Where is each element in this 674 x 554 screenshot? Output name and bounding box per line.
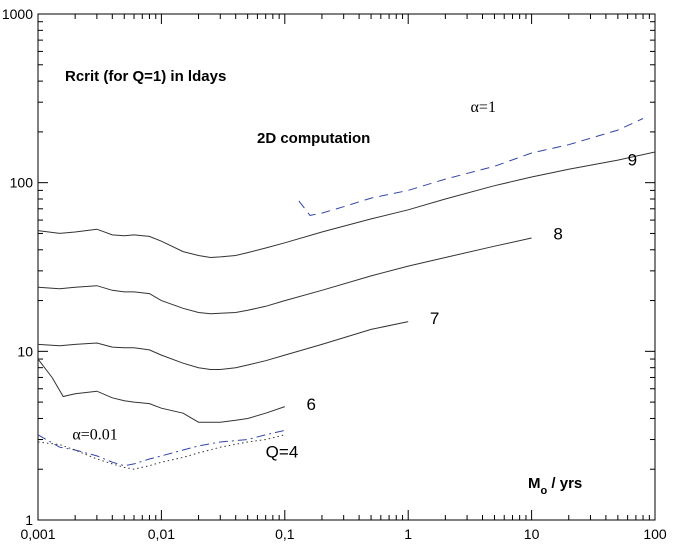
x-axis-label-subscript: o [541,485,548,497]
y-axis-label: Rcrit (for Q=1) in ldays [65,68,226,85]
y-tick-label: 1000 [2,6,33,22]
series-lines [37,118,656,470]
x-axis-label-rest: / yrs [547,475,582,492]
series-label: 8 [553,225,562,244]
y-tick-label: 10 [17,343,33,359]
x-tick-label: 10 [524,526,540,542]
series-line [37,321,409,370]
y-tick-label: 1 [25,512,33,528]
series-label: 9 [628,151,637,170]
series-line [37,429,285,467]
x-tick-label: 0,1 [275,526,295,542]
x-tick-label: 0,01 [148,526,175,542]
axis-ticks [37,13,656,521]
series-line [37,151,656,259]
series-line [37,237,532,315]
series-label: 6 [307,395,316,414]
series-line [298,118,644,216]
axis-tick-labels: 0,001 0,01 0,1 1 10 100 1 10 100 1000 [2,6,667,542]
series-labels: 9 8 7 6 α=1 α=0.01 Q=4 [72,99,637,461]
x-axis-label: Mo / yrs [528,475,582,497]
x-tick-label: 0,001 [20,526,55,542]
series-line [37,434,285,470]
series-label: Q=4 [266,442,299,461]
x-axis-label-main: M [528,475,541,492]
y-tick-label: 100 [10,175,34,191]
series-label: 7 [430,309,439,328]
x-tick-label: 100 [643,526,667,542]
plot-frame [37,13,656,521]
chart-annotation: 2D computation [257,130,370,147]
series-line [37,358,285,423]
series-label: α=0.01 [72,427,117,444]
x-tick-label: 1 [404,526,412,542]
series-label: α=1 [471,99,496,116]
